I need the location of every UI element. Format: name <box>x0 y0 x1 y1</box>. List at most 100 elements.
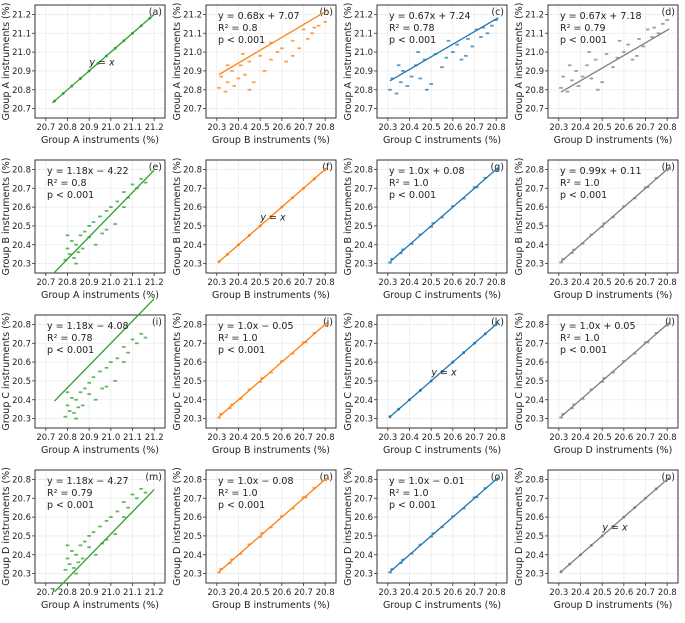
regression-annotation-line: R² = 1.0 <box>218 333 258 344</box>
regression-annotation-line: y = 1.18x − 4.08 <box>47 321 129 332</box>
data-point <box>600 380 604 383</box>
data-point <box>466 38 470 40</box>
y-tick-label: 20.3 <box>525 260 544 270</box>
data-point <box>135 187 139 190</box>
data-point <box>258 54 262 57</box>
data-point <box>78 544 83 547</box>
data-point <box>131 31 134 35</box>
data-point <box>472 496 477 499</box>
data-point <box>461 197 466 200</box>
x-tick-label: 20.7 <box>636 123 655 133</box>
data-point <box>139 177 143 180</box>
data-point <box>104 366 109 369</box>
data-point <box>100 542 104 545</box>
data-point <box>225 64 230 67</box>
data-point <box>70 84 74 88</box>
y-tick-label: 20.3 <box>354 570 373 580</box>
data-point <box>65 234 70 237</box>
data-point <box>104 385 109 388</box>
data-point <box>422 58 427 61</box>
data-point <box>93 243 98 246</box>
x-tick-label: 20.4 <box>571 123 590 133</box>
data-point <box>63 258 68 261</box>
x-tick-label: 20.8 <box>316 123 335 133</box>
data-point <box>122 39 126 43</box>
y-tick-label: 21.0 <box>12 48 31 58</box>
y-tick-label: 21.1 <box>183 29 202 39</box>
data-point <box>303 341 308 344</box>
x-tick-label: 20.7 <box>294 433 313 443</box>
y-axis-label: Group C instruments (%) <box>343 312 354 430</box>
panel-letter: (b) <box>320 7 333 18</box>
x-tick-label: 20.3 <box>378 433 397 443</box>
data-point <box>72 567 76 569</box>
data-point <box>494 323 498 326</box>
data-point <box>115 200 120 203</box>
data-point <box>243 73 247 76</box>
data-point <box>576 85 581 87</box>
x-tick-label: 20.7 <box>465 278 484 288</box>
x-tick-label: 20.4 <box>571 588 590 598</box>
data-point <box>589 77 594 80</box>
regression-annotation-line: y = 1.0x − 0.08 <box>218 476 294 487</box>
y-tick-label: 20.5 <box>12 377 31 387</box>
data-point <box>559 86 563 89</box>
plot-frame <box>205 469 337 584</box>
y-tick-label: 21.0 <box>525 48 544 58</box>
x-tick-label: 21.2 <box>145 123 164 133</box>
y-tick-label: 20.5 <box>183 222 202 232</box>
y-tick-label: 20.8 <box>354 165 373 175</box>
regression-annotation-line: y = 0.67x + 7.24 <box>389 11 471 22</box>
panel-letter: (c) <box>491 7 504 18</box>
x-tick-label: 20.7 <box>465 433 484 443</box>
y-tick-label: 20.3 <box>354 415 373 425</box>
data-point <box>455 43 459 46</box>
y-tick-label: 20.6 <box>183 203 202 213</box>
y-tick-label: 20.7 <box>525 105 544 115</box>
data-point <box>67 253 72 256</box>
data-point <box>269 371 273 374</box>
x-tick-label: 21.0 <box>101 278 120 288</box>
y-tick-label: 20.4 <box>525 396 544 406</box>
data-point <box>615 56 620 59</box>
data-point <box>399 81 403 84</box>
data-point <box>602 377 607 379</box>
data-point <box>323 168 327 171</box>
x-axis-label: Group D instruments (%) <box>554 600 673 611</box>
y-tick-label: 20.4 <box>12 551 31 561</box>
y-tick-label: 20.7 <box>525 339 544 349</box>
data-point <box>626 43 630 46</box>
regression-annotation-line: p < 0.001 <box>218 35 265 46</box>
x-tick-label: 20.7 <box>294 123 313 133</box>
data-point <box>275 51 280 53</box>
y-tick-label: 20.5 <box>12 532 31 542</box>
y-axis-label: Group A instruments (%) <box>172 3 183 121</box>
x-tick-label: 21.1 <box>123 123 142 133</box>
data-point <box>446 39 451 42</box>
data-point <box>323 479 327 482</box>
plot-frame <box>376 4 508 119</box>
x-tick-label: 20.6 <box>272 278 291 288</box>
data-point <box>622 51 626 53</box>
plot-frame <box>34 159 166 274</box>
data-point <box>641 45 646 48</box>
data-point <box>290 39 295 42</box>
regression-annotation-line: y = 1.18x − 4.27 <box>47 476 129 487</box>
data-point <box>83 387 87 390</box>
y-tick-label: 20.7 <box>354 105 373 115</box>
x-axis-label: Group C instruments (%) <box>383 135 501 146</box>
x-axis-label: Group B instruments (%) <box>212 445 330 456</box>
data-point <box>237 243 240 247</box>
data-point <box>574 70 578 72</box>
y-tick-label: 20.5 <box>183 532 202 542</box>
x-axis-label: Group C instruments (%) <box>383 445 501 456</box>
data-point <box>53 99 56 103</box>
x-tick-label: 20.4 <box>400 278 419 288</box>
data-point <box>115 510 120 513</box>
y-tick-label: 20.6 <box>12 358 31 368</box>
y-tick-label: 20.7 <box>354 339 373 349</box>
data-point <box>559 416 563 419</box>
x-tick-label: 20.3 <box>207 278 226 288</box>
y-tick-label: 20.9 <box>354 67 373 77</box>
data-point <box>611 371 615 374</box>
